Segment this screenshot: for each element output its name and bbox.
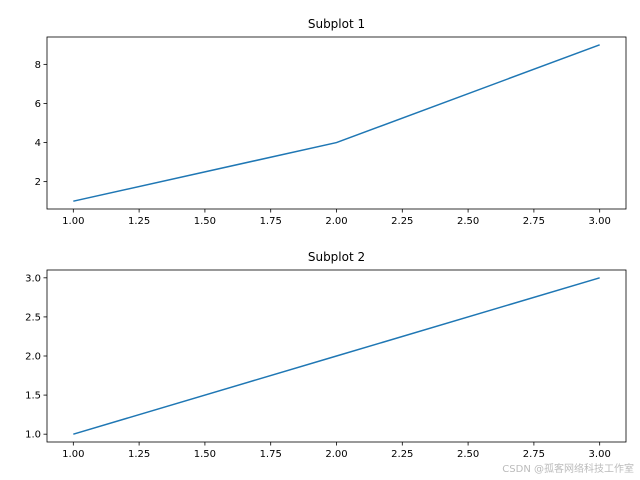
y-tick-label: 4 xyxy=(35,138,41,149)
y-tick-label: 1.5 xyxy=(25,391,41,402)
x-tick-label: 2.50 xyxy=(457,216,479,227)
line xyxy=(73,277,600,435)
x-tick-label: 1.50 xyxy=(194,449,216,460)
axes-frame xyxy=(46,269,627,443)
y-tick-label: 8 xyxy=(35,60,41,71)
x-tick-label: 2.50 xyxy=(457,449,479,460)
x-tick-label: 2.75 xyxy=(523,449,545,460)
y-tick-label: 6 xyxy=(35,99,41,110)
chart-title: Subplot 2 xyxy=(308,250,365,264)
axes-frame xyxy=(46,36,627,210)
line xyxy=(73,44,600,202)
watermark: CSDN @孤客网络科技工作室 xyxy=(502,462,634,475)
y-tick-label: 3.0 xyxy=(25,273,41,284)
y-tick-label: 1.0 xyxy=(25,430,41,441)
x-tick-label: 1.25 xyxy=(128,449,150,460)
x-tick-label: 2.75 xyxy=(523,216,545,227)
x-tick-label: 3.00 xyxy=(589,216,611,227)
x-tick-label: 1.00 xyxy=(62,216,84,227)
y-tick-label: 2 xyxy=(35,177,41,188)
x-tick-label: 1.00 xyxy=(62,449,84,460)
x-tick-label: 1.50 xyxy=(194,216,216,227)
x-tick-label: 2.25 xyxy=(391,449,413,460)
x-tick-label: 3.00 xyxy=(589,449,611,460)
x-tick-label: 2.25 xyxy=(391,216,413,227)
x-tick-label: 2.00 xyxy=(325,449,347,460)
x-tick-label: 1.75 xyxy=(260,216,282,227)
x-tick-label: 2.00 xyxy=(325,216,347,227)
x-tick-label: 1.75 xyxy=(260,449,282,460)
chart-title: Subplot 1 xyxy=(308,17,365,31)
y-tick-label: 2.5 xyxy=(25,312,41,323)
x-tick-label: 1.25 xyxy=(128,216,150,227)
y-tick-label: 2.0 xyxy=(25,352,41,363)
